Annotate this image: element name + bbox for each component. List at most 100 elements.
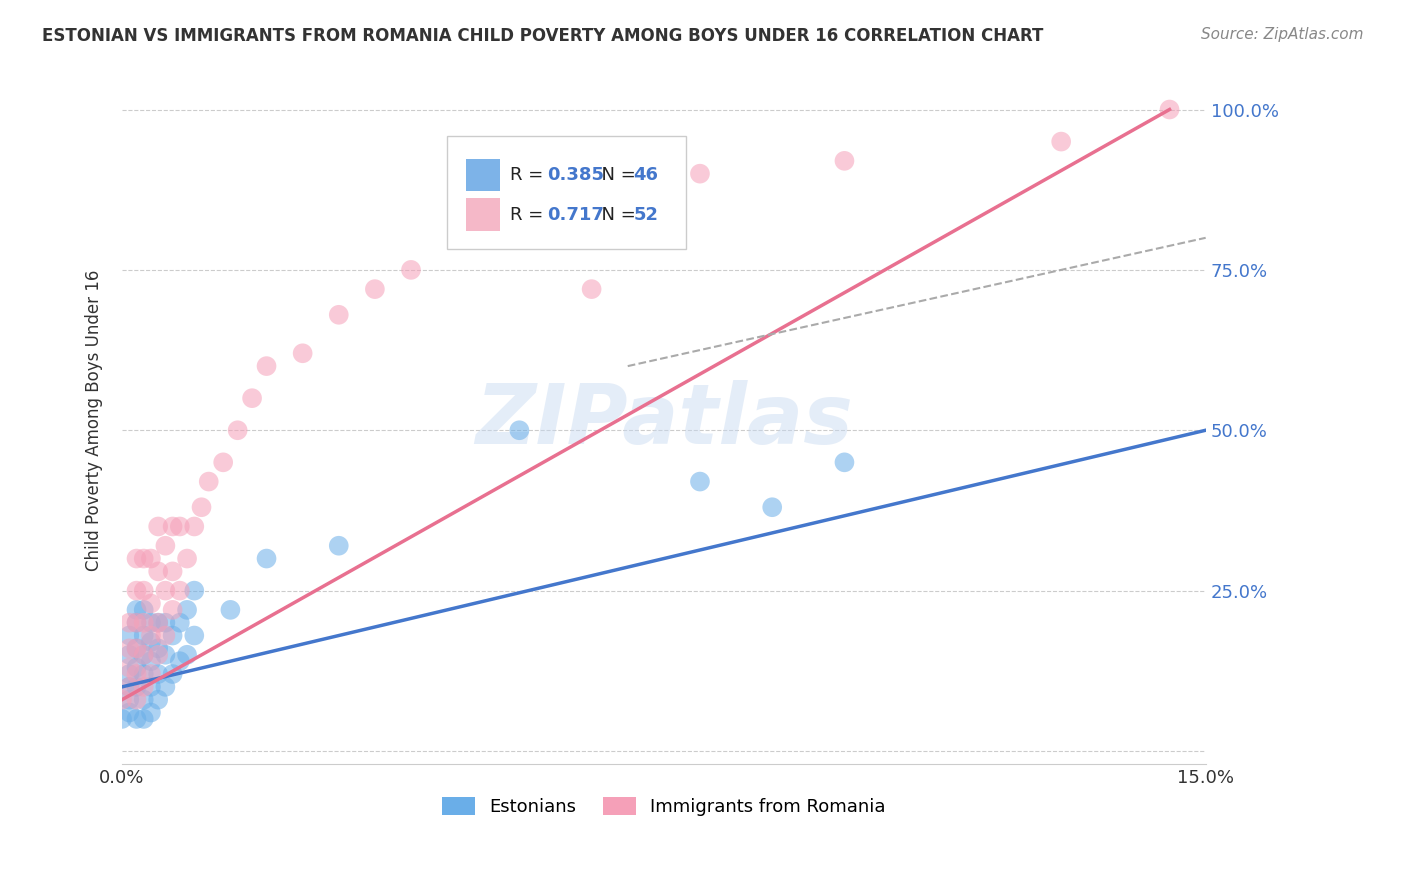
Point [689, 167, 711, 181]
Point [146, 565, 169, 579]
Point [139, 628, 162, 642]
Legend: Estonians, Immigrants from Romania: Estonians, Immigrants from Romania [434, 789, 893, 823]
Point [118, 680, 141, 694]
Point [139, 551, 162, 566]
Point [162, 628, 184, 642]
Point [169, 519, 191, 533]
Point [139, 706, 162, 720]
Point [155, 680, 177, 694]
Point [761, 500, 783, 515]
Point [155, 628, 177, 642]
Text: N =: N = [591, 206, 641, 224]
Point [139, 667, 162, 681]
Point [118, 648, 141, 662]
Point [125, 641, 148, 656]
Point [125, 660, 148, 674]
Point [169, 654, 191, 668]
Point [291, 346, 314, 360]
Point [146, 667, 169, 681]
Text: 52: 52 [634, 206, 658, 224]
Point [146, 692, 169, 706]
Point [226, 423, 249, 437]
Point [118, 615, 141, 630]
Point [139, 615, 162, 630]
Point [1159, 103, 1181, 117]
Point [328, 308, 350, 322]
Point [256, 551, 278, 566]
Point [544, 199, 567, 213]
Point [146, 648, 169, 662]
Text: 46: 46 [634, 166, 658, 184]
Text: Source: ZipAtlas.com: Source: ZipAtlas.com [1201, 27, 1364, 42]
Point [162, 519, 184, 533]
Point [162, 603, 184, 617]
Point [139, 680, 162, 694]
Text: ZIPatlas: ZIPatlas [475, 380, 853, 461]
Point [834, 153, 856, 168]
Point [132, 551, 155, 566]
Point [197, 475, 219, 489]
Point [328, 539, 350, 553]
Point [118, 660, 141, 674]
FancyBboxPatch shape [447, 136, 686, 249]
Point [118, 680, 141, 694]
Point [132, 680, 155, 694]
Point [146, 519, 169, 533]
Point [183, 628, 205, 642]
Point [616, 231, 638, 245]
FancyBboxPatch shape [465, 198, 501, 230]
Point [146, 641, 169, 656]
Text: N =: N = [591, 166, 641, 184]
Point [132, 603, 155, 617]
Point [139, 635, 162, 649]
Point [162, 667, 184, 681]
Point [155, 583, 177, 598]
Point [132, 615, 155, 630]
Y-axis label: Child Poverty Among Boys Under 16: Child Poverty Among Boys Under 16 [86, 270, 103, 571]
Point [581, 282, 603, 296]
Point [155, 648, 177, 662]
Point [162, 565, 184, 579]
Point [689, 475, 711, 489]
Point [125, 692, 148, 706]
Point [125, 615, 148, 630]
Point [125, 680, 148, 694]
Point [155, 615, 177, 630]
Point [132, 667, 155, 681]
Point [508, 423, 530, 437]
Text: R =: R = [510, 166, 548, 184]
Point [834, 455, 856, 469]
Point [132, 583, 155, 598]
Point [139, 597, 162, 611]
Point [118, 641, 141, 656]
Point [190, 500, 212, 515]
Point [183, 519, 205, 533]
Point [125, 641, 148, 656]
Point [212, 455, 235, 469]
Point [176, 551, 198, 566]
Point [111, 712, 134, 726]
Point [240, 391, 263, 405]
Point [219, 603, 242, 617]
Point [118, 667, 141, 681]
Point [139, 654, 162, 668]
Point [169, 615, 191, 630]
Point [472, 231, 495, 245]
Point [118, 706, 141, 720]
Point [146, 615, 169, 630]
Text: 0.385: 0.385 [547, 166, 603, 184]
Point [132, 628, 155, 642]
Point [364, 282, 387, 296]
Point [132, 648, 155, 662]
Point [176, 648, 198, 662]
Point [399, 263, 422, 277]
Point [132, 648, 155, 662]
Point [125, 603, 148, 617]
Point [176, 603, 198, 617]
Point [118, 628, 141, 642]
Text: R =: R = [510, 206, 548, 224]
Point [132, 712, 155, 726]
Point [125, 551, 148, 566]
Text: 0.717: 0.717 [547, 206, 603, 224]
Point [132, 692, 155, 706]
